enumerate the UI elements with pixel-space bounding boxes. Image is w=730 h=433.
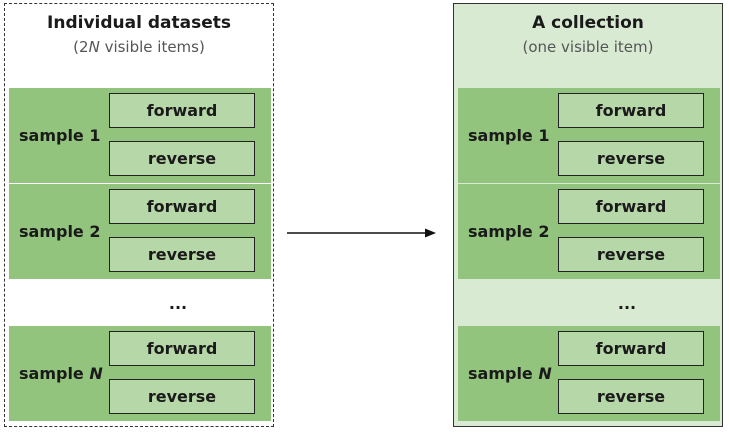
forward-read-element: forward — [558, 189, 704, 224]
sample-group: sample 2 forward reverse — [9, 184, 271, 279]
reverse-read-dataset[interactable]: reverse — [109, 379, 255, 414]
reverse-read-dataset[interactable]: reverse — [109, 237, 255, 272]
panel-subtitle: (2N visible items) — [73, 38, 205, 56]
sample-group: sample N forward reverse — [9, 326, 271, 421]
sample-group: sample 2 forward reverse — [458, 184, 720, 279]
forward-read-element: forward — [558, 93, 704, 128]
sample-group: sample 1 forward reverse — [458, 88, 720, 183]
ellipsis: ... — [617, 294, 637, 313]
panel-title: Individual datasets — [47, 13, 231, 33]
forward-read-element: forward — [558, 331, 704, 366]
sample-label: sample 1 — [468, 126, 550, 145]
forward-read-dataset[interactable]: forward — [109, 331, 255, 366]
forward-read-dataset[interactable]: forward — [109, 189, 255, 224]
forward-read-dataset[interactable]: forward — [109, 93, 255, 128]
sample-label: sample N — [468, 364, 552, 383]
reverse-read-element: reverse — [558, 141, 704, 176]
arrow-right-icon — [287, 228, 436, 238]
reverse-read-element: reverse — [558, 379, 704, 414]
panel-subtitle: (one visible item) — [522, 38, 654, 56]
sample-group: sample N forward reverse — [458, 326, 720, 421]
ellipsis: ... — [168, 294, 188, 313]
sample-label: sample 2 — [468, 222, 550, 241]
sample-label: sample 2 — [19, 222, 101, 241]
sample-group: sample 1 forward reverse — [9, 88, 271, 183]
individual-datasets-panel: Individual datasets (2N visible items) s… — [4, 3, 274, 427]
panel-title: A collection — [532, 13, 644, 33]
reverse-read-dataset[interactable]: reverse — [109, 141, 255, 176]
reverse-read-element: reverse — [558, 237, 704, 272]
sample-label: sample N — [19, 364, 103, 383]
collection-panel[interactable]: A collection (one visible item) sample 1… — [453, 3, 723, 427]
sample-label: sample 1 — [19, 126, 101, 145]
